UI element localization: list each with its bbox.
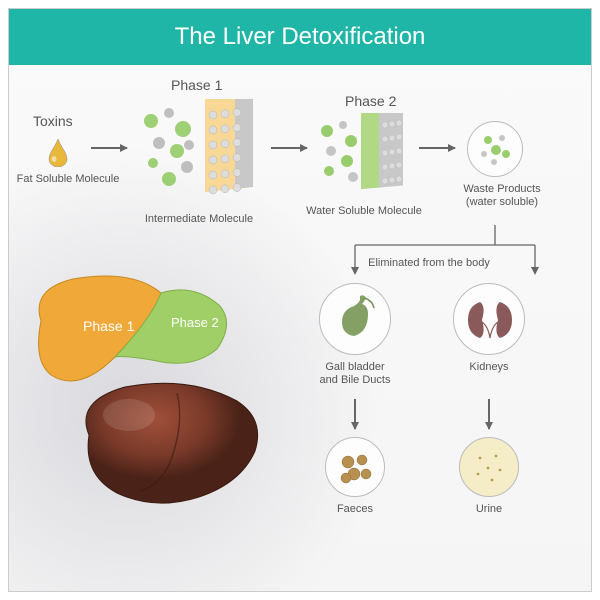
kidneys-circle (453, 283, 525, 355)
water-soluble-label: Water Soluble Molecule (299, 205, 429, 218)
waste-products-circle (467, 121, 523, 177)
faeces-label: Faeces (331, 503, 379, 516)
urine-label: Urine (469, 503, 509, 516)
intermediate-label: Intermediate Molecule (135, 213, 263, 226)
gall-bladder-icon (320, 284, 392, 356)
liver-organ-icon (69, 375, 269, 525)
toxins-label: Toxins (33, 113, 73, 130)
arrow-toxin-to-phase1 (91, 147, 127, 149)
gall-bladder-circle (319, 283, 391, 355)
waste-particles-icon (468, 122, 524, 178)
arrow-phase2-to-waste (419, 147, 455, 149)
faeces-circle (325, 437, 385, 497)
fat-soluble-label: Fat Soluble Molecule (13, 173, 123, 186)
arrow-kidney-to-urine (488, 399, 490, 429)
phase2-membrane-icon (317, 113, 409, 199)
elimination-bracket (309, 225, 559, 285)
diagram-frame: The Liver Detoxification Toxins Fat Solu… (8, 8, 592, 592)
toxin-drop-icon (47, 137, 69, 167)
phase1-label: Phase 1 (171, 77, 222, 94)
phase1-membrane-icon (139, 99, 259, 207)
gall-label: Gall bladder and Bile Ducts (309, 361, 401, 387)
diagram-content: Toxins Fat Soluble Molecule Phase 1 Inte… (9, 65, 591, 591)
kidneys-icon (454, 284, 526, 356)
arrow-phase1-to-phase2 (271, 147, 307, 149)
waste-label: Waste Products (water soluble) (457, 183, 547, 209)
eliminated-label: Eliminated from the body (329, 257, 529, 270)
title-bar: The Liver Detoxification (9, 9, 591, 65)
urine-circle (459, 437, 519, 497)
urine-icon (460, 438, 520, 498)
kidneys-label: Kidneys (463, 361, 515, 374)
faeces-icon (326, 438, 386, 498)
phase2-label: Phase 2 (345, 93, 396, 110)
liver-phase1-text: Phase 1 (83, 318, 135, 334)
liver-phase2-text: Phase 2 (171, 315, 219, 330)
arrow-gall-to-faeces (354, 399, 356, 429)
page-title: The Liver Detoxification (175, 23, 426, 51)
